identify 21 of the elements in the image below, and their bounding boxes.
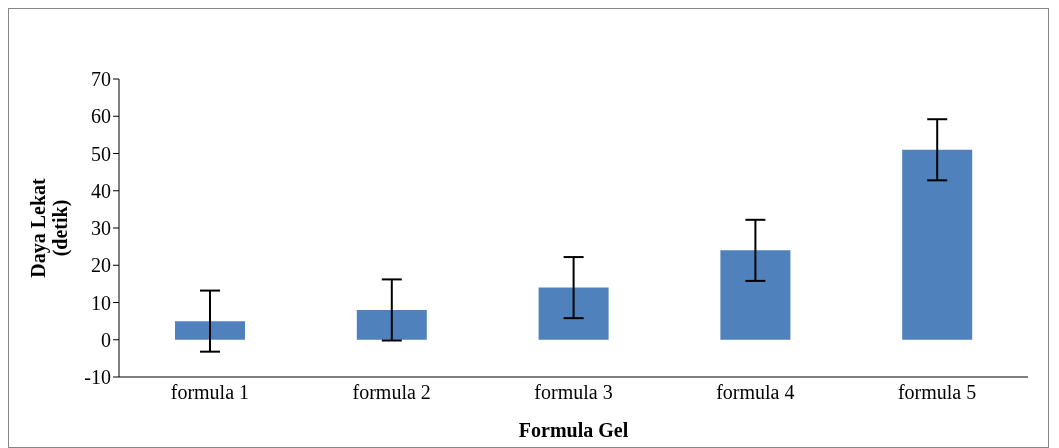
y-axis-title: Daya Lekat (detik) — [27, 177, 72, 278]
bar — [175, 321, 245, 340]
bar — [356, 309, 427, 340]
x-tick-label: formula 5 — [897, 381, 977, 404]
bar — [720, 250, 791, 340]
y-tick-label: 50 — [91, 142, 111, 165]
x-tick-label: formula 4 — [716, 381, 795, 404]
x-tick-label: formula 3 — [534, 381, 613, 404]
y-tick-label: 60 — [91, 105, 111, 128]
bar — [902, 149, 973, 340]
x-tick-label: formula 1 — [170, 381, 250, 404]
bar — [538, 287, 609, 340]
y-tick-label: 30 — [91, 217, 111, 240]
x-tick-label: formula 2 — [352, 381, 431, 404]
y-tick-label: 20 — [91, 254, 111, 277]
y-tick-label: 70 — [91, 68, 111, 91]
y-tick-label: 10 — [91, 291, 111, 314]
y-tick-label: 40 — [91, 179, 111, 202]
x-axis-title: Formula Gel — [518, 419, 629, 441]
y-tick-label: 0 — [101, 328, 111, 351]
y-tick-label: -10 — [84, 366, 111, 389]
